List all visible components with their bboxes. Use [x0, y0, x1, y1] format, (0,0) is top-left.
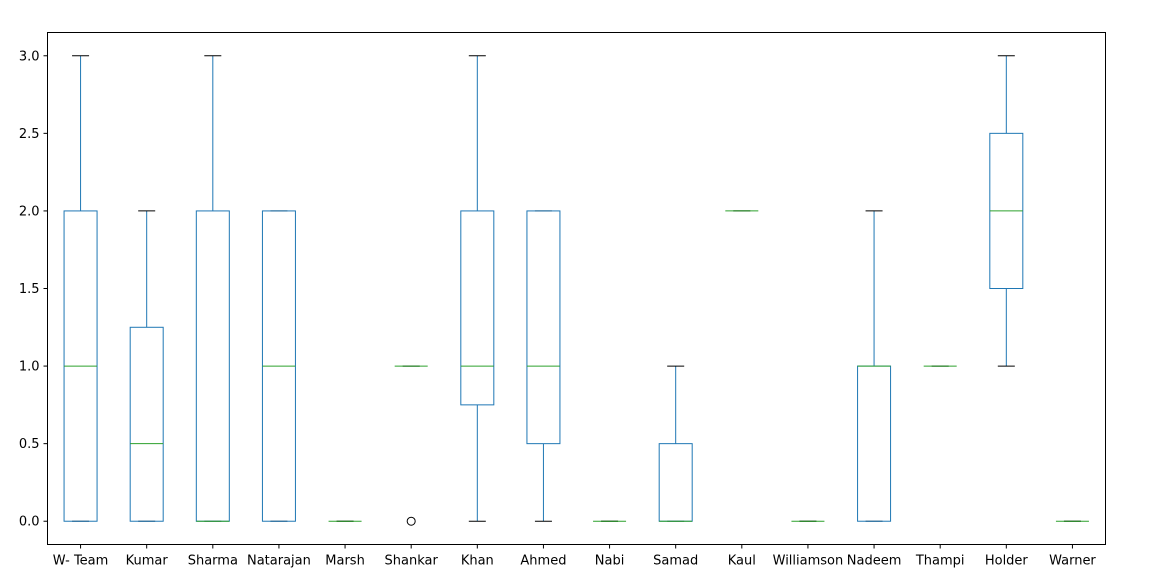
y-tick-label: 2.0 — [19, 204, 40, 219]
y-tick-label: 3.0 — [19, 49, 40, 64]
y-tick-label: 0.0 — [19, 515, 40, 530]
outlier-point — [406, 516, 416, 526]
box-group — [460, 55, 495, 522]
y-axis: 0.0 0.5 1.0 1.5 2.0 2.5 3.0 — [19, 49, 48, 530]
x-tick-label: Nabi — [595, 554, 625, 569]
y-tick-label: 2.5 — [19, 127, 40, 142]
plot-marks — [63, 55, 1089, 526]
x-tick-label: Holder — [985, 554, 1029, 569]
box-group — [63, 55, 98, 522]
x-tick-label: Natarajan — [247, 554, 311, 569]
iqr-box — [658, 443, 693, 522]
y-tick-label: 1.5 — [19, 282, 40, 297]
box-group — [261, 210, 296, 522]
x-tick-label: Thampi — [915, 554, 965, 569]
plot-frame — [47, 32, 1106, 545]
x-tick-label: Sharma — [188, 554, 238, 569]
x-tick-label: Ahmed — [520, 554, 566, 569]
x-tick-label: Williamson — [773, 554, 844, 569]
x-tick-label: W- Team — [53, 554, 109, 569]
box-group — [857, 210, 892, 522]
x-tick-label: Nadeem — [847, 554, 902, 569]
x-tick-label: Samad — [653, 554, 698, 569]
y-tick-label: 0.5 — [19, 437, 40, 452]
iqr-box — [526, 210, 561, 445]
box-group — [658, 365, 693, 522]
x-tick-label: Kumar — [126, 554, 169, 569]
x-tick-label: Shankar — [385, 554, 439, 569]
x-tick-label: Warner — [1049, 554, 1096, 569]
iqr-box — [460, 210, 495, 406]
box-group — [526, 210, 561, 522]
x-tick-label: Khan — [461, 554, 494, 569]
x-tick-label: Kaul — [728, 554, 756, 569]
iqr-box — [857, 365, 892, 522]
x-axis: W- Team Kumar Sharma Natarajan Marsh Shankar K… — [53, 544, 1096, 569]
box-group — [394, 365, 428, 526]
box-group — [129, 210, 164, 522]
y-tick-label: 1.0 — [19, 360, 40, 375]
x-tick-label: Marsh — [325, 554, 365, 569]
iqr-box — [129, 326, 164, 522]
box-group — [989, 55, 1024, 367]
box-group — [195, 55, 230, 522]
iqr-box — [195, 210, 230, 522]
